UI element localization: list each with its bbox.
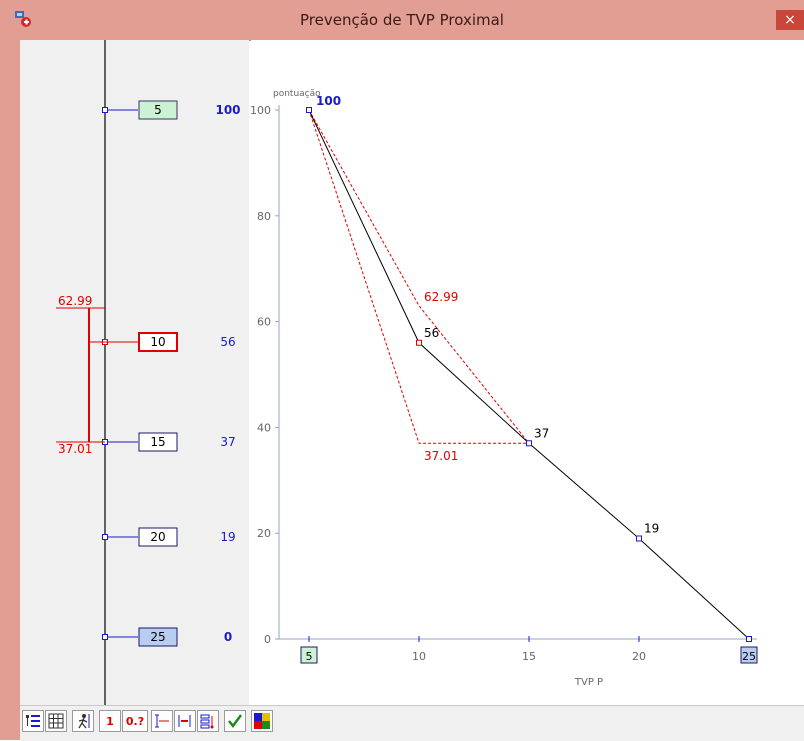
app-icon: [15, 11, 31, 27]
ci-upper-label: 62.99: [58, 294, 92, 308]
data-label: 19: [644, 521, 659, 535]
x-tick-box: [300, 646, 318, 664]
data-label: 37: [534, 426, 549, 440]
score-label-56: 56: [220, 335, 235, 349]
y-axis-label: pontuação: [273, 89, 321, 99]
score-label-19: 19: [220, 530, 235, 544]
value-box-5[interactable]: [138, 100, 178, 120]
x-tick-label: 5: [306, 650, 313, 663]
y-tick-label: 0: [264, 633, 271, 646]
chart-panel: 0 20 40 60 80 100 5 10 15 20 25 pontuação TVP P 62.99…: [250, 40, 804, 705]
value-box-20[interactable]: [138, 527, 178, 547]
value-label-5: 5: [154, 103, 162, 117]
error-bars-icon[interactable]: [151, 710, 173, 732]
tree-list-icon[interactable]: [22, 710, 44, 732]
x-axis-label: TVP P: [574, 677, 603, 688]
data-label: 100: [316, 94, 341, 108]
nomogram-node: [102, 107, 108, 113]
value-box-25[interactable]: [138, 627, 178, 647]
value-label-15: 15: [150, 435, 165, 449]
value-label-20: 20: [150, 530, 165, 544]
color-palette-icon[interactable]: [251, 710, 273, 732]
y-tick-label: 100: [251, 104, 271, 117]
x-tick-label: 25: [742, 650, 756, 663]
data-label: 56: [424, 326, 439, 340]
x-tick-box: [740, 646, 758, 664]
x-tick-label: 15: [522, 650, 536, 663]
y-tick-label: 20: [257, 527, 271, 540]
value-label-25: 25: [150, 630, 165, 644]
data-point: [526, 440, 532, 447]
chart-settings-icon[interactable]: [197, 710, 219, 732]
data-point: [416, 339, 422, 346]
data-point: [746, 636, 752, 642]
value-label-10: 10: [150, 335, 165, 349]
nomogram-panel: 5 100 10 56 15 37 20 19 25 0 62.99 37.01: [20, 40, 249, 705]
walking-person-icon[interactable]: [72, 710, 94, 732]
grid-icon[interactable]: [45, 710, 67, 732]
nomogram-node: [102, 534, 108, 540]
data-point: [636, 535, 642, 542]
x-tick-label: 10: [412, 650, 426, 663]
value-box-15[interactable]: [138, 432, 178, 452]
nomogram-axis: 5 100 10 56 15 37 20 19 25 0 62.99 37.01: [56, 40, 241, 705]
y-tick-label: 80: [257, 210, 271, 223]
title-bar: Prevenção de TVP Proximal ×: [0, 0, 804, 41]
value-box-10[interactable]: [138, 332, 178, 352]
y-tick-label: 60: [257, 316, 271, 329]
score-label-37: 37: [220, 435, 235, 449]
ci-lower-curve: [308, 109, 530, 444]
score-chart: 0 20 40 60 80 100 5 10 15 20 25 pontuação TVP P 62.99…: [250, 89, 758, 688]
y-tick-label: 40: [257, 421, 271, 434]
window-title: Prevenção de TVP Proximal: [300, 11, 504, 29]
ci-upper-curve: [308, 109, 530, 444]
ci-bars-icon[interactable]: [174, 710, 196, 732]
score-label-0: 0: [224, 630, 232, 644]
ci-lower-label: 37.01: [58, 442, 92, 456]
score-label-100: 100: [215, 103, 240, 117]
window-frame: [0, 40, 20, 740]
bottom-toolbar: 1 0.?: [20, 705, 804, 741]
value-one-button[interactable]: 1: [99, 710, 121, 732]
nomogram-node: [102, 634, 108, 640]
score-line: [308, 109, 750, 640]
checkmark-icon[interactable]: [224, 710, 246, 732]
ci-lower-value: 37.01: [424, 449, 458, 463]
close-button[interactable]: ×: [776, 10, 804, 30]
value-unknown-button[interactable]: 0.?: [122, 710, 148, 732]
x-tick-label: 20: [632, 650, 646, 663]
ci-upper-value: 62.99: [424, 290, 458, 304]
data-point: [306, 107, 312, 113]
